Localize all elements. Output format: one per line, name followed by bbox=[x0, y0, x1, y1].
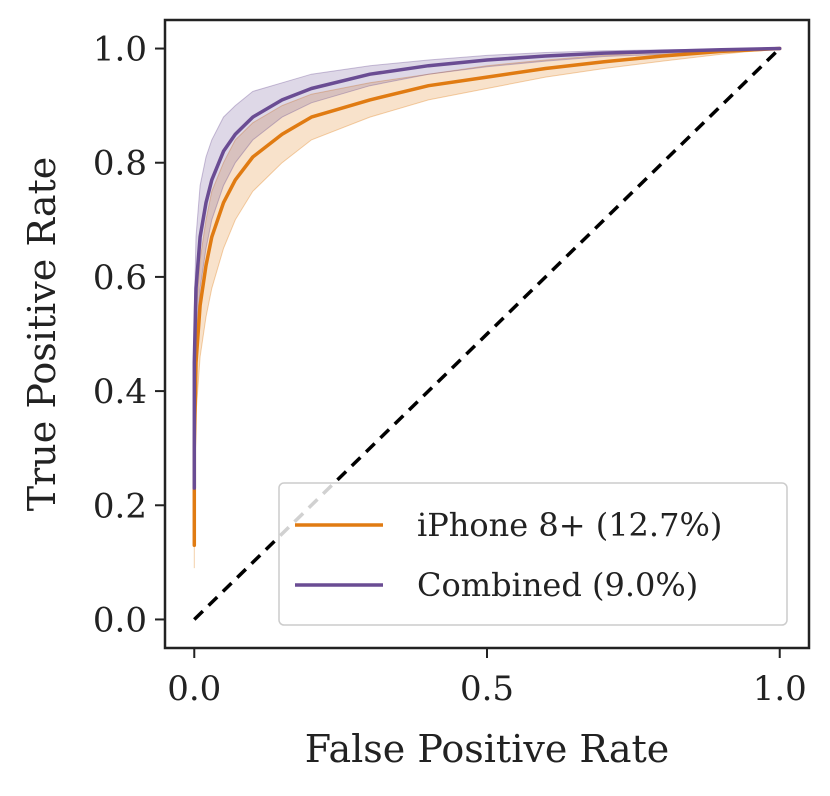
legend: iPhone 8+ (12.7%) Combined (9.0%) bbox=[278, 482, 788, 626]
y-tick-label: 0.4 bbox=[93, 372, 147, 412]
y-tick-label: 0.2 bbox=[93, 486, 147, 526]
y-axis-label: True Positive Rate bbox=[20, 157, 64, 511]
series-line-0 bbox=[192, 46, 782, 547]
reference-line-group bbox=[193, 47, 781, 621]
legend-label-1: Combined (9.0%) bbox=[417, 566, 698, 604]
x-axis-label: False Positive Rate bbox=[305, 727, 670, 771]
y-tick-label: 1.0 bbox=[93, 30, 147, 70]
series-line-1 bbox=[192, 46, 782, 490]
x-tick-label: 0.5 bbox=[460, 669, 514, 709]
legend-box bbox=[278, 482, 788, 626]
series-lines bbox=[192, 46, 782, 547]
y-axis-ticks: 0.0 0.2 0.4 0.6 0.8 1.0 bbox=[93, 30, 165, 640]
reference-diagonal-line bbox=[193, 47, 781, 621]
x-tick-label: 0.0 bbox=[167, 669, 221, 709]
legend-label-0: iPhone 8+ (12.7%) bbox=[417, 506, 722, 544]
x-tick-label: 1.0 bbox=[753, 669, 807, 709]
y-tick-label: 0.6 bbox=[93, 258, 147, 298]
x-axis-ticks: 0.0 0.5 1.0 bbox=[167, 648, 807, 709]
y-tick-label: 0.0 bbox=[93, 600, 147, 640]
y-tick-label: 0.8 bbox=[93, 144, 147, 184]
